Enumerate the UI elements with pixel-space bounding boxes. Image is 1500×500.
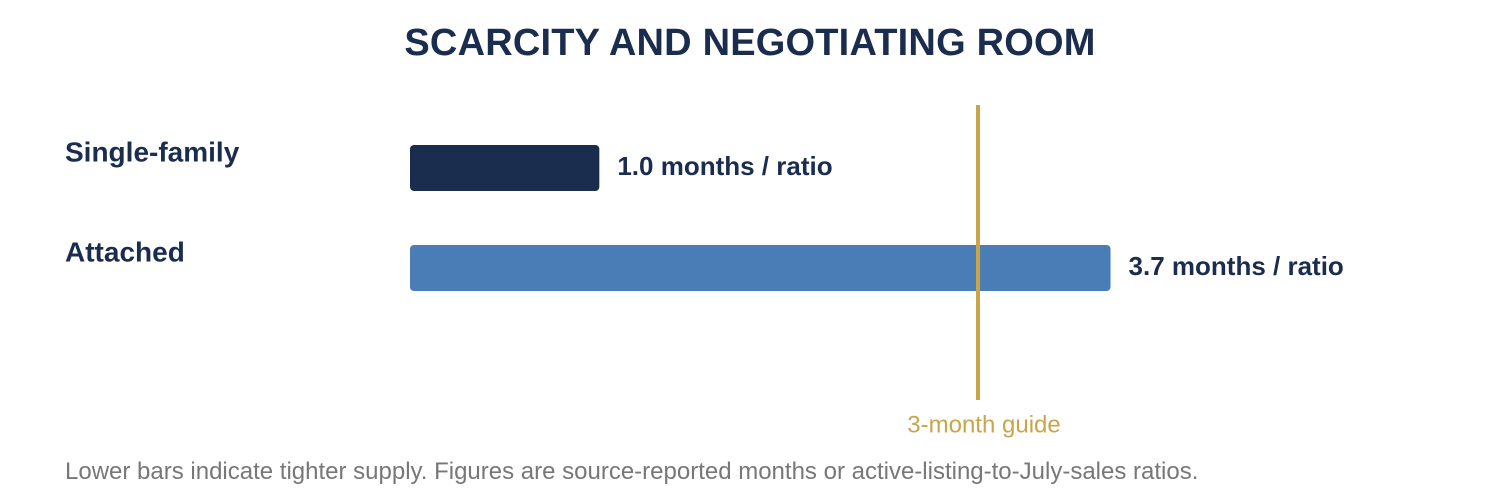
reference-layer: 3-month guide bbox=[907, 105, 1061, 438]
bar bbox=[410, 145, 600, 191]
reference-line-label: 3-month guide bbox=[907, 411, 1060, 438]
chart-title: SCARCITY AND NEGOTIATING ROOM bbox=[404, 22, 1096, 64]
bars-layer: Single-family 1.0 months / ratio Attached 3… bbox=[65, 136, 1344, 291]
category-label: Attached bbox=[65, 236, 185, 267]
bar bbox=[410, 245, 1111, 291]
chart-footnote: Lower bars indicate tighter supply. Figu… bbox=[65, 458, 1199, 485]
value-label: 3.7 months / ratio bbox=[1129, 251, 1344, 281]
value-label: 1.0 months / ratio bbox=[617, 151, 832, 181]
category-label: Single-family bbox=[65, 136, 240, 167]
